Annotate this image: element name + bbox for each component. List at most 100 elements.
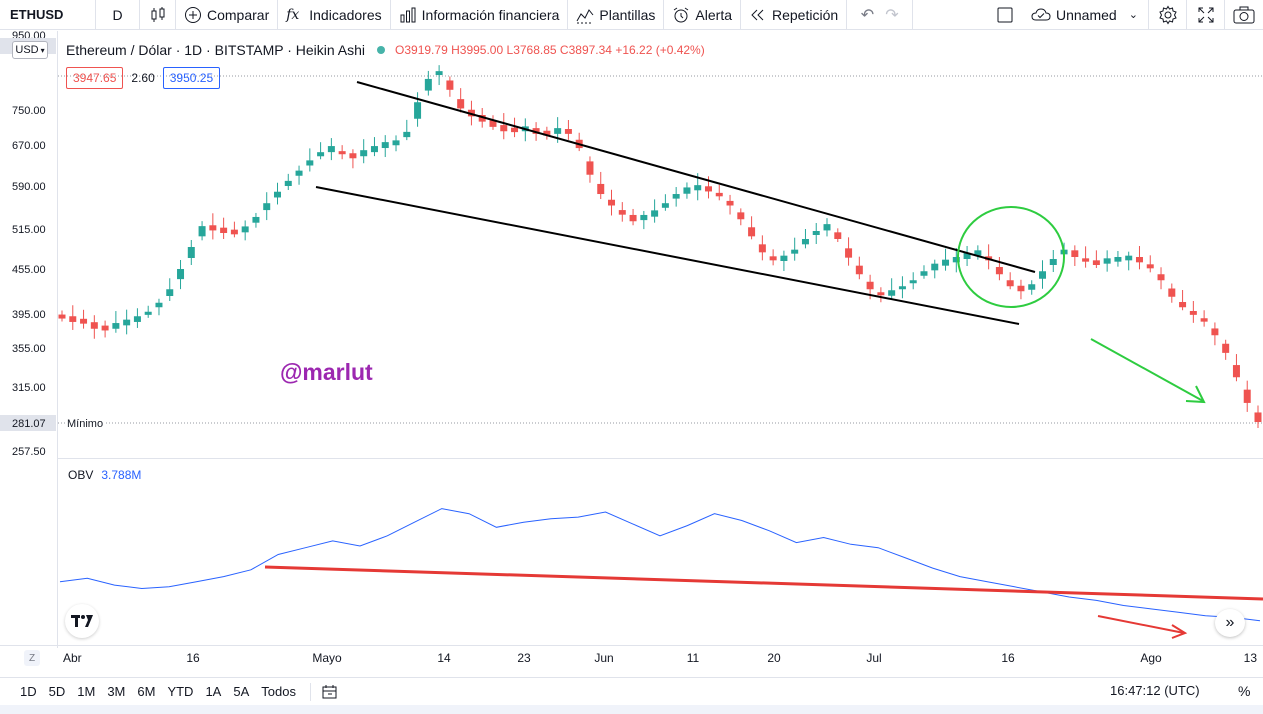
candle [144,305,152,318]
settings-button[interactable] [1149,0,1187,30]
candle [780,250,788,271]
candle [1222,339,1230,360]
symbol-label: ETHUSD [10,7,64,22]
candle [349,149,357,169]
chart-area[interactable]: 950.00832.37750.00670.00590.00515.00455.… [0,31,1263,648]
high-value: 3995.00 [459,43,504,57]
auto-scale-button[interactable]: Z [24,650,40,666]
compare-button[interactable]: Comparar [176,0,279,30]
green-arrow-head [1185,385,1206,404]
candle [608,189,616,216]
templates-label: Plantillas [599,6,656,23]
candle [327,138,335,161]
minimum-label: Mínimo [65,418,106,430]
alert-button[interactable]: Alerta [664,0,741,30]
range-3m[interactable]: 3M [107,684,126,699]
currency-label: USD [15,44,39,56]
indicators-button[interactable]: fx Indicadores [278,0,391,30]
time-tick-label: Jun [594,651,613,665]
candle [543,126,551,140]
alert-label: Alerta [695,6,732,23]
percent-toggle[interactable]: % [1238,683,1251,699]
currency-select[interactable]: USD ▾ [12,41,48,59]
range-5a[interactable]: 5A [233,684,250,699]
chevron-down-icon: ▾ [40,45,45,55]
time-axis[interactable]: Z Abr 16 Mayo 14 23 Jun 11 20 Jul 16 Ago 13 [0,645,1263,669]
range-6m[interactable]: 6M [137,684,156,699]
time-tick-label: 14 [437,651,451,665]
candle [1211,322,1219,346]
candle [629,208,637,226]
obv-pane [59,508,1263,639]
range-1m[interactable]: 1M [77,684,96,699]
candle [618,202,626,222]
candle [241,220,249,241]
candle [198,221,206,241]
candle [909,272,917,290]
candle [791,237,799,261]
replay-button[interactable]: Repetición [741,0,848,30]
interval-label: D [112,6,123,23]
bar-chart-icon [400,7,416,22]
green-arrow-shaft [1090,338,1204,402]
snapshot-button[interactable] [1225,0,1263,30]
price-tick-label: 355.00 [12,343,46,355]
candle [1092,250,1100,268]
sell-price: 3947.65 [73,71,117,85]
fullscreen-layout-button[interactable] [987,0,1023,30]
candle [101,320,109,338]
time-tick-label: Jul [866,651,881,665]
range-todos[interactable]: Todos [261,684,296,699]
low-value: 3768.85 [513,43,557,57]
symbol-search[interactable]: ETHUSD [0,0,96,30]
tradingview-logo[interactable] [65,604,99,638]
candle [1254,405,1262,429]
obv-line [59,508,1261,622]
candle [252,212,260,228]
candle [1006,272,1014,290]
obv-trendline [264,565,1263,601]
candle [1103,250,1111,272]
candles [58,65,1262,429]
legend-title[interactable]: Ethereum / Dólar · 1D · BITSTAMP · Heiki… [66,42,366,58]
range-1d[interactable]: 1D [20,684,37,699]
candle [985,244,993,270]
candle [500,113,508,140]
candle [403,119,411,141]
fullscreen-button[interactable] [1187,0,1225,30]
clock[interactable]: 16:47:12 (UTC) [1110,683,1200,698]
range-1a[interactable]: 1A [205,684,222,699]
templates-button[interactable]: Plantillas [568,0,665,30]
date-range-icon[interactable] [321,684,339,700]
candle [112,311,120,333]
candle [187,240,195,265]
interval-button[interactable]: D [96,0,140,30]
time-tick-label: Ago [1140,651,1162,665]
candle [1082,246,1090,268]
scroll-to-realtime-button[interactable]: » [1215,609,1245,637]
breakout-circle [957,206,1065,308]
layout-menu-button[interactable]: Unnamed ⌄ [1023,0,1149,30]
obv-label[interactable]: OBV [68,468,94,482]
candle [855,256,863,280]
candle [284,173,292,190]
range-ytd[interactable]: YTD [167,684,194,699]
open-label: O [395,43,405,57]
financials-button[interactable]: Información financiera [391,0,569,30]
time-tick-label: 20 [767,651,781,665]
range-5d[interactable]: 5D [48,684,66,699]
candle [974,245,982,260]
chart-type-button[interactable] [140,0,176,30]
redo-icon[interactable]: ↷ [885,6,899,24]
chart-canvas[interactable]: 950.00832.37750.00670.00590.00515.00455.… [0,31,1263,648]
candle [511,117,519,138]
buy-button[interactable]: 3950.25 [162,67,221,89]
obv-value: 3.788M [101,468,142,482]
layout-label: Unnamed [1056,6,1117,23]
sell-button[interactable]: 3947.65 [66,67,124,89]
candle [823,218,831,237]
indicators-label: Indicadores [309,6,382,23]
candle [370,137,378,157]
undo-redo-group: ↶ ↷ [847,0,914,30]
undo-icon[interactable]: ↶ [860,6,875,24]
